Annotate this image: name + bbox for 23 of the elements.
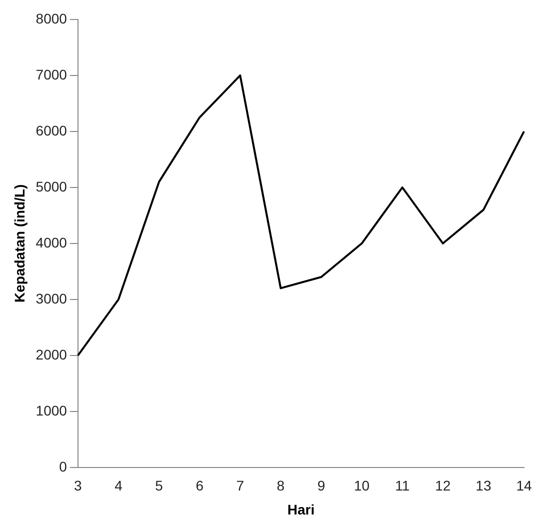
x-axis-title: Hari	[287, 501, 315, 518]
x-tick-label: 14	[516, 478, 532, 494]
x-tick-label: 11	[395, 478, 410, 494]
x-tick-label: 3	[74, 478, 82, 494]
x-tick-label: 9	[317, 478, 326, 494]
x-tick-label: 7	[236, 478, 244, 494]
y-tick-label: 2000	[36, 346, 68, 362]
x-tick-label: 8	[276, 478, 285, 494]
x-tick-label: 5	[155, 478, 164, 494]
x-tick-label: 13	[476, 478, 492, 494]
y-tick-label: 1000	[36, 402, 68, 418]
y-tick-label: 8000	[36, 10, 68, 26]
y-tick-label: 3000	[36, 290, 68, 306]
y-tick-label: 7000	[36, 66, 68, 82]
y-axis-title: Kepadatan (ind/L)	[11, 184, 28, 303]
y-tick-label: 0	[59, 458, 68, 474]
y-tick-label: 4000	[36, 234, 68, 250]
x-tick-label: 4	[114, 478, 123, 494]
x-tick-label: 10	[354, 478, 370, 494]
y-tick-label: 5000	[36, 178, 68, 194]
x-tick-label: 12	[435, 478, 451, 494]
x-tick-label: 6	[196, 478, 204, 494]
y-tick-label: 6000	[36, 122, 68, 138]
